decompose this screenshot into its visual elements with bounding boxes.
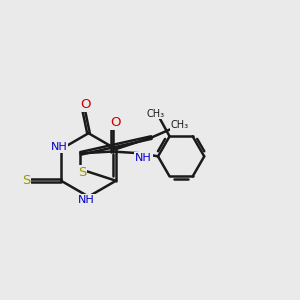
Text: CH₃: CH₃ bbox=[171, 120, 189, 130]
Text: NH: NH bbox=[135, 153, 152, 163]
Text: O: O bbox=[111, 116, 121, 129]
Text: O: O bbox=[81, 98, 91, 111]
Text: NH: NH bbox=[51, 142, 68, 152]
Text: CH₃: CH₃ bbox=[146, 109, 164, 118]
Text: S: S bbox=[78, 166, 86, 179]
Text: S: S bbox=[22, 174, 30, 187]
Text: NH: NH bbox=[78, 195, 95, 205]
